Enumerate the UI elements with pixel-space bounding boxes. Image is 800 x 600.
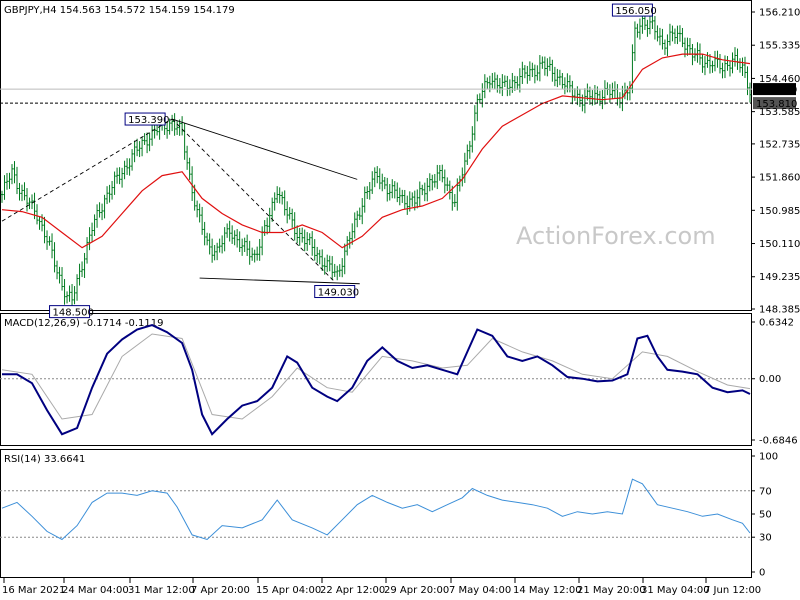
price-axis-tick-label: 150.110 [759,239,800,250]
peak-label-box [49,305,91,319]
peak-label-box [611,3,653,17]
axis-layer: 156.210 155.335 154.460 153.585 152.735 151.8… [2,8,800,597]
support-level-tag-label: 153.810 [756,99,797,110]
time-axis-tick-label: 15 Apr 04:00 [256,585,321,596]
price-axis-tick-label: 156.210 [759,8,800,19]
price-layer: 156.050 153.390 149.030 148.500 153.810 154.1… [0,3,797,319]
watermark: ActionForex.com [516,222,716,250]
time-axis-tick-label: 31 May 04:00 [641,585,710,596]
last-price-tag-label: 154.179 [756,85,797,96]
peak-label: 149.030 [318,288,359,299]
solid-trend-line [199,277,360,285]
peak-label-box [314,285,356,299]
time-axis-tick-label: 29 Apr 20:00 [384,585,449,596]
time-axis-tick-label: 7 Apr 20:00 [191,585,250,596]
rsi-pane-header: RSI(14) 33.6641 [4,454,85,465]
support-level-tag [753,97,796,110]
rsi-axis-tick-label: 0 [759,568,765,579]
price-axis-tick-label: 149.235 [759,272,800,283]
rsi-axis-tick-label: 30 [759,533,772,544]
price-axis-tick-label: 154.460 [759,74,800,85]
time-axis-tick-label: 31 Mar 12:00 [128,585,195,596]
time-axis-tick-label: 16 Mar 2021 [2,585,65,596]
price-axis-tick-label: 155.335 [759,41,800,52]
price-axis-tick-label: 148.385 [759,305,800,316]
peak-label-box [124,112,166,126]
macd-axis-tick-label: 0.6342 [759,318,794,329]
peak-label: 156.050 [615,6,656,17]
price-pane-header: GBPJPY,H4 154.563 154.572 154.159 154.17… [4,5,235,16]
rsi-axis-tick-label: 50 [759,510,772,521]
rsi-axis-tick-label: 100 [759,452,778,463]
price-pane [0,0,752,311]
macd-pane-header: MACD(12,26,9) -0.1714 -0.1119 [4,318,164,329]
time-axis-tick-label: 14 May 12:00 [513,585,582,596]
peak-label: 153.390 [128,115,169,126]
macd-main-line [2,324,751,436]
price-axis-tick-label: 150.985 [759,206,800,217]
moving-average-line [1,53,751,249]
price-axis-tick-label: 151.860 [759,173,800,184]
macd-pane [0,313,752,446]
dashed-trend-line [171,118,336,283]
time-axis-tick-label: 21 May 20:00 [577,585,646,596]
rsi-axis-tick-label: 70 [759,486,772,497]
macd-layer [0,324,752,436]
price-axis-tick-label: 153.585 [759,107,800,118]
macd-signal-line [1,333,751,420]
rsi-pane [0,449,752,578]
rsi-layer [0,478,752,541]
time-axis-tick-label: 7 May 04:00 [449,585,511,596]
peak-label: 148.500 [53,308,94,319]
price-axis-tick-label: 152.735 [759,139,800,150]
rsi-line [1,478,751,541]
macd-axis-tick-label: 0.00 [759,374,781,385]
time-axis-tick-label: 7 Jun 12:00 [704,585,761,596]
dashed-trend-line [1,118,173,222]
macd-axis-tick-label: -0.6846 [759,436,798,447]
time-axis-tick-label: 22 Apr 12:00 [320,585,385,596]
time-axis-tick-label: 24 Mar 04:00 [62,585,129,596]
solid-trend-line [171,118,358,180]
last-price-tag [753,83,796,96]
